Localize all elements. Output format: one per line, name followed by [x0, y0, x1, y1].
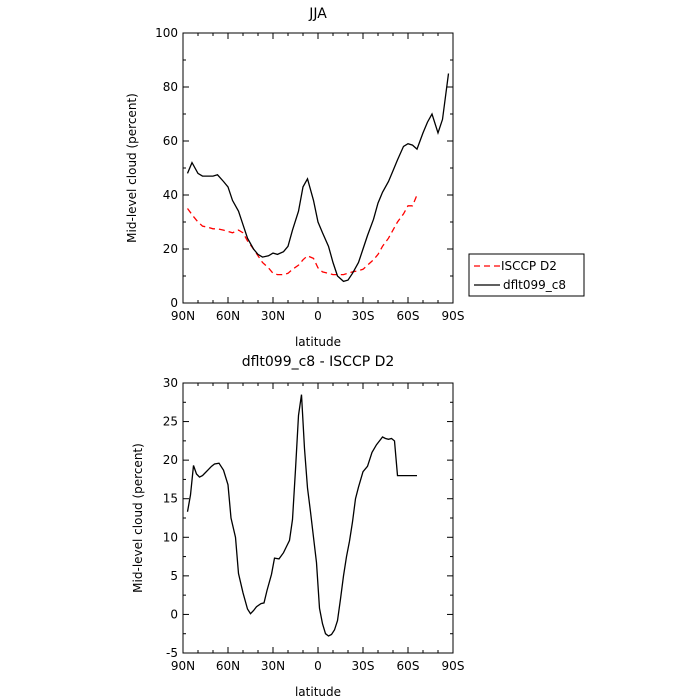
bottom-panel-title: dflt099_c8 - ISCCP D2 [242, 354, 395, 370]
y-tick-label: 0 [170, 607, 178, 621]
legend-label-dflt: dflt099_c8 [503, 278, 566, 292]
bottom-panel-lines [186, 394, 417, 637]
y-tick-label: 15 [163, 492, 178, 506]
top-panel: JJA 90N 60N 30N 0 30S 60S 90S 0 20 40 60 80 100 lati… [125, 6, 464, 349]
top-panel-ticks [182, 32, 454, 304]
x-tick-label: 60N [216, 309, 240, 323]
top-panel-lines [186, 73, 450, 283]
y-tick-label: 30 [163, 376, 178, 390]
series-line-dflt099-c8 [186, 73, 450, 283]
top-panel-frame [182, 32, 454, 304]
x-tick-label: 30N [261, 659, 285, 673]
bottom-panel-ticks [182, 382, 454, 654]
y-tick-label: 5 [170, 569, 178, 583]
series-line-isccp-d2 [186, 194, 418, 276]
x-tick-label: 30S [352, 659, 375, 673]
x-tick-label: 0 [314, 659, 322, 673]
x-tick-label: 90S [442, 659, 465, 673]
top-panel-title: JJA [308, 6, 327, 22]
y-tick-label: -5 [166, 646, 178, 660]
y-tick-label: 100 [155, 26, 178, 40]
x-tick-label: 90S [442, 309, 465, 323]
y-tick-label: 80 [163, 80, 178, 94]
y-tick-label: 20 [163, 242, 178, 256]
legend-label-isccp: ISCCP D2 [501, 259, 557, 273]
legend-box [468, 253, 585, 297]
y-tick-label: 20 [163, 453, 178, 467]
x-tick-label: 90N [171, 309, 195, 323]
bottom-panel-frame [182, 382, 454, 654]
top-panel-tick-labels: 90N 60N 30N 0 30S 60S 90S 0 20 40 60 80 100 [155, 26, 464, 323]
x-tick-label: 60S [397, 659, 420, 673]
x-tick-label: 60N [216, 659, 240, 673]
series-line-difference [186, 394, 417, 637]
x-tick-label: 0 [314, 309, 322, 323]
y-tick-label: 40 [163, 188, 178, 202]
y-tick-label: 10 [163, 530, 178, 544]
x-tick-label: 60S [397, 309, 420, 323]
y-tick-label: 25 [163, 415, 178, 429]
x-tick-label: 30S [352, 309, 375, 323]
bottom-panel-xlabel: latitude [295, 685, 341, 699]
top-panel-xlabel: latitude [295, 335, 341, 349]
y-tick-label: 60 [163, 134, 178, 148]
x-tick-label: 90N [171, 659, 195, 673]
y-tick-label: 0 [170, 296, 178, 310]
legend: ISCCP D2 dflt099_c8 [468, 253, 585, 297]
bottom-panel: dflt099_c8 - ISCCP D2 90N 60N 30N 0 30S 60S 90… [131, 354, 464, 699]
bottom-panel-ylabel: Mid-level cloud (percent) [131, 443, 145, 593]
bottom-panel-tick-labels: 90N 60N 30N 0 30S 60S 90S -5 0 5 10 15 20 25 30 [163, 376, 465, 673]
top-panel-ylabel: Mid-level cloud (percent) [125, 93, 139, 243]
x-tick-label: 30N [261, 309, 285, 323]
